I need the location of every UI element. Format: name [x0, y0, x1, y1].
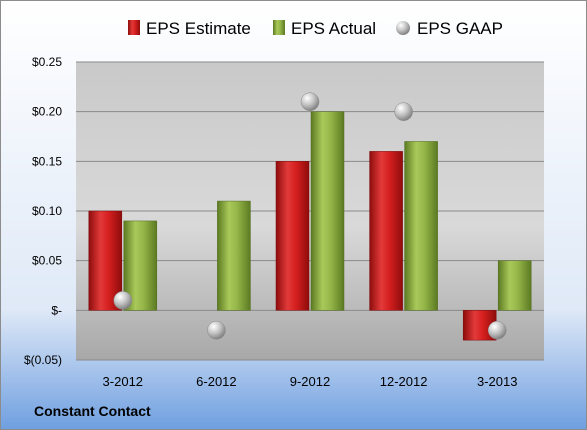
x-tick-label: 3-2013: [477, 374, 517, 389]
y-axis-tick-labels: $0.25 $0.20 $0.15 $0.10 $0.05 $- $(0.05): [24, 55, 62, 367]
legend-item-actual: EPS Actual: [273, 19, 376, 38]
company-name: Constant Contact: [34, 403, 151, 419]
y-tick-label: $(0.05): [24, 353, 62, 367]
bar-eps-estimate: [275, 161, 310, 311]
marker-eps-gaap: [300, 92, 320, 111]
x-tick-label: 3-2012: [103, 374, 143, 389]
legend-gaap-label: EPS GAAP: [417, 19, 503, 38]
bar-eps-actual: [217, 200, 251, 311]
gaap-markers: [113, 92, 507, 340]
y-tick-label: $0.15: [32, 154, 62, 168]
y-tick-label: $0.10: [32, 204, 62, 218]
bar-eps-actual: [497, 260, 532, 311]
marker-eps-gaap: [487, 320, 507, 340]
marker-eps-gaap: [207, 320, 226, 340]
bar-eps-estimate: [88, 210, 123, 311]
marker-eps-gaap: [394, 102, 413, 121]
x-axis-tick-labels: 3-2012 6-2012 9-2012 12-2012 3-2013: [103, 374, 518, 389]
y-tick-label: $0.05: [32, 254, 62, 268]
x-tick-label: 12-2012: [380, 374, 428, 389]
legend-actual-swatch: [273, 20, 285, 35]
bars: [88, 111, 532, 341]
x-tick-label: 9-2012: [290, 374, 330, 389]
legend-item-estimate: EPS Estimate: [128, 19, 251, 38]
legend-gaap-marker: [396, 21, 410, 35]
bar-eps-estimate: [369, 151, 403, 311]
y-tick-label: $-: [51, 303, 62, 317]
legend-estimate-label: EPS Estimate: [146, 19, 251, 38]
legend-actual-label: EPS Actual: [291, 19, 376, 38]
y-tick-label: $0.25: [32, 55, 62, 69]
bar-eps-actual: [404, 141, 438, 311]
marker-eps-gaap: [113, 291, 133, 310]
legend-item-gaap: EPS GAAP: [396, 19, 503, 38]
y-tick-label: $0.20: [32, 105, 62, 119]
x-tick-label: 6-2012: [196, 374, 236, 389]
legend-estimate-swatch: [128, 20, 140, 35]
legend: EPS Estimate EPS Actual EPS GAAP: [128, 19, 503, 38]
bar-eps-actual: [310, 111, 345, 311]
